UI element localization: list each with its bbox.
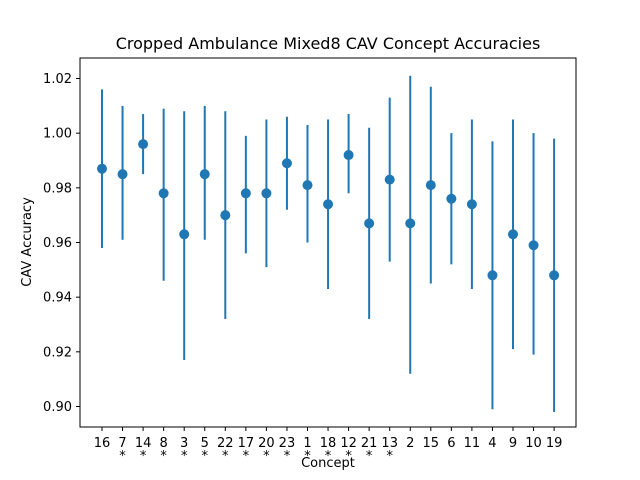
x-tick-label: 7 [118,436,126,451]
data-point [528,240,539,251]
significance-marker: * [304,449,311,464]
data-point [240,188,251,199]
x-tick-label: 6 [447,436,455,451]
x-tick-label: 5 [201,436,209,451]
x-tick-label: 12 [340,436,357,451]
x-tick-label: 21 [361,436,378,451]
x-tick-label: 13 [381,436,398,451]
y-tick-label: 0.94 [43,291,72,306]
significance-marker: * [366,449,373,464]
y-tick-label: 0.96 [43,236,72,251]
y-tick-label: 0.98 [43,181,72,196]
x-tick-label: 16 [94,436,111,451]
x-tick-label: 11 [464,436,481,451]
x-tick-label: 4 [488,436,496,451]
data-point [261,188,272,199]
significance-marker: * [345,449,352,464]
x-tick-label: 8 [160,436,168,451]
data-point [405,218,416,229]
x-tick-label: 19 [546,436,563,451]
x-tick-label: 15 [423,436,440,451]
x-tick-label: 1 [303,436,311,451]
data-point [446,193,457,204]
y-axis-label: CAV Accuracy [20,197,35,287]
significance-marker: * [140,449,147,464]
y-tick-label: 0.90 [43,400,72,415]
data-point [220,210,231,221]
data-point [364,218,375,229]
significance-marker: * [243,449,250,464]
data-point [302,180,313,191]
significance-marker: * [284,449,291,464]
significance-marker: * [202,449,209,464]
data-point [138,139,149,150]
y-tick-label: 0.92 [43,345,72,360]
data-point [323,199,334,210]
x-axis: 16 7*14*8*3*5*22*17*20*23*1*18*12*21*13*2… [94,427,563,464]
y-tick-label: 1.02 [43,72,72,87]
x-tick-label: 2 [406,436,414,451]
significance-marker: * [325,449,332,464]
x-tick-label: 23 [279,436,296,451]
data-point [97,163,107,174]
x-tick-label: 3 [180,436,188,451]
x-tick-label: 9 [509,436,517,451]
data-point [158,188,169,199]
significance-marker: * [222,449,229,464]
y-tick-label: 1.00 [43,127,72,142]
significance-marker: * [119,449,126,464]
data-point [199,169,210,180]
significance-marker: * [386,449,393,464]
data-point [425,180,436,191]
significance-marker: * [263,449,270,464]
data-point [466,199,477,210]
x-tick-label: 18 [320,436,337,451]
x-tick-label: 14 [135,436,152,451]
chart-title: Cropped Ambulance Mixed8 CAV Concept Acc… [116,34,541,53]
x-axis-label: Concept [301,456,355,471]
significance-marker: * [181,449,188,464]
data-point [487,270,498,281]
data-point [343,150,354,161]
data-point [281,158,292,169]
data-point [549,270,560,281]
plot-frame [79,57,577,428]
plot-marks [97,75,560,412]
data-point [117,169,128,180]
data-point [384,174,395,185]
x-tick-label: 20 [258,436,275,451]
x-tick-label: 22 [217,436,234,451]
y-axis: 0.90 0.92 0.94 0.96 0.98 1.00 1.02 [43,72,80,415]
data-point [508,229,518,240]
x-tick-label: 17 [238,436,255,451]
x-tick-label: 10 [525,436,542,451]
significance-marker: * [160,449,167,464]
data-point [179,229,190,240]
